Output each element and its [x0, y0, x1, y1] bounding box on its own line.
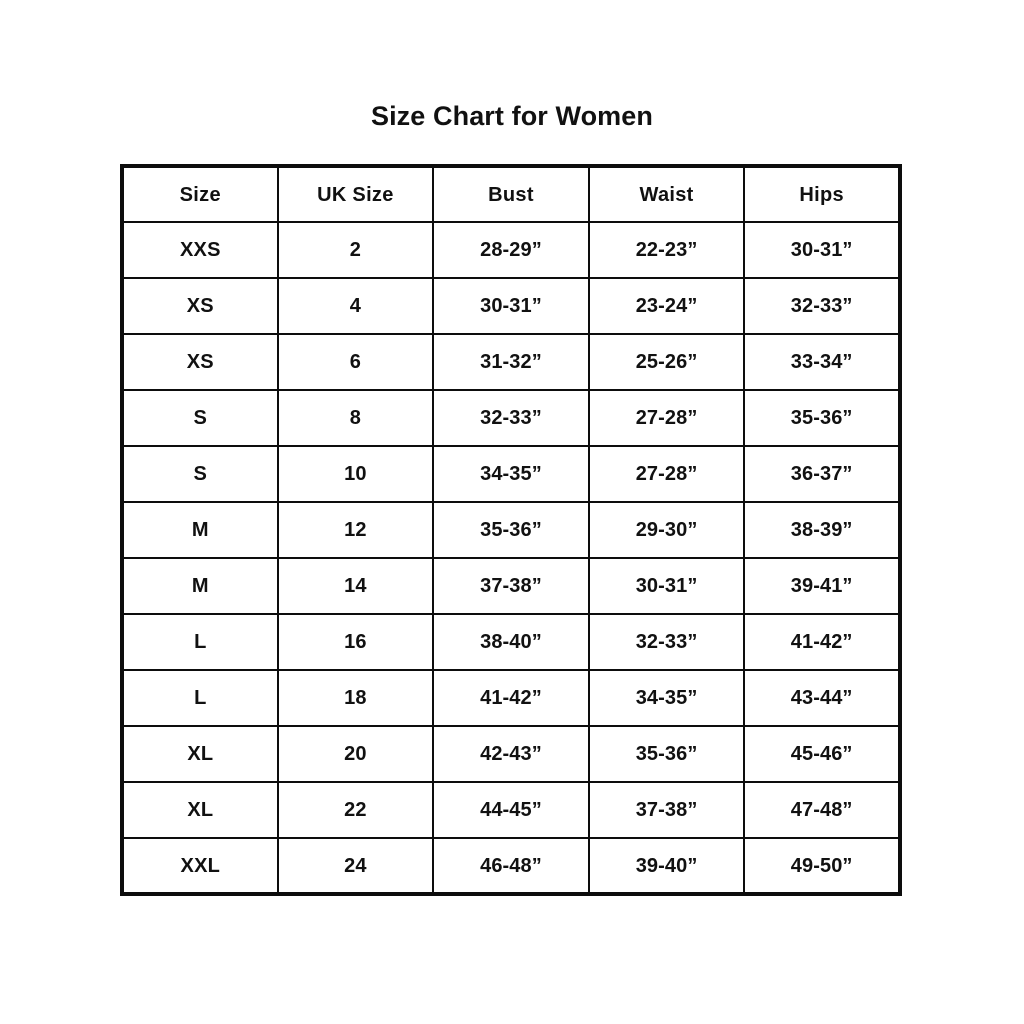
cell-uk-size: 12	[276, 501, 435, 559]
cell-waist: 39-40”	[587, 837, 746, 895]
cell-waist: 32-33”	[587, 613, 746, 671]
cell-size: XL	[121, 725, 279, 783]
cell-size: M	[121, 557, 279, 615]
cell-hips: 33-34”	[743, 333, 901, 391]
cell-size: XXL	[121, 837, 279, 895]
cell-waist: 37-38”	[587, 781, 746, 839]
cell-uk-size: 24	[276, 837, 435, 895]
cell-waist: 29-30”	[587, 501, 746, 559]
column-header-bust: Bust	[432, 165, 590, 223]
column-header-hips: Hips	[743, 165, 901, 223]
table-header-row: Size UK Size Bust Waist Hips	[121, 165, 901, 223]
table-row: L 16 38-40” 32-33” 41-42”	[121, 613, 901, 671]
cell-hips: 47-48”	[743, 781, 901, 839]
table-body: XXS 2 28-29” 22-23” 30-31” XS 4 30-31” 23-24” 32-…	[121, 221, 901, 895]
cell-size: L	[121, 613, 279, 671]
table-row: XL 22 44-45” 37-38” 47-48”	[121, 781, 901, 839]
table-row: M 12 35-36” 29-30” 38-39”	[121, 501, 901, 559]
cell-waist: 27-28”	[587, 445, 746, 503]
size-chart-table: Size UK Size Bust Waist Hips XXS 2 28-29” 2…	[120, 164, 902, 896]
table-row: XXS 2 28-29” 22-23” 30-31”	[121, 221, 901, 279]
cell-waist: 27-28”	[587, 389, 746, 447]
cell-uk-size: 4	[276, 277, 435, 335]
cell-size: S	[121, 445, 279, 503]
cell-bust: 37-38”	[432, 557, 590, 615]
size-table-container: Size UK Size Bust Waist Hips XXS 2 28-29” 2…	[120, 164, 902, 896]
cell-bust: 35-36”	[432, 501, 590, 559]
cell-waist: 30-31”	[587, 557, 746, 615]
cell-bust: 32-33”	[432, 389, 590, 447]
cell-uk-size: 18	[276, 669, 435, 727]
cell-hips: 49-50”	[743, 837, 901, 895]
cell-size: XS	[121, 333, 279, 391]
cell-uk-size: 8	[276, 389, 435, 447]
cell-size: L	[121, 669, 279, 727]
cell-bust: 38-40”	[432, 613, 590, 671]
cell-bust: 46-48”	[432, 837, 590, 895]
cell-uk-size: 16	[276, 613, 435, 671]
column-header-size: Size	[121, 165, 279, 223]
cell-bust: 41-42”	[432, 669, 590, 727]
cell-hips: 43-44”	[743, 669, 901, 727]
cell-bust: 34-35”	[432, 445, 590, 503]
cell-uk-size: 10	[276, 445, 435, 503]
cell-bust: 42-43”	[432, 725, 590, 783]
table-row: M 14 37-38” 30-31” 39-41”	[121, 557, 901, 615]
cell-bust: 44-45”	[432, 781, 590, 839]
table-row: S 8 32-33” 27-28” 35-36”	[121, 389, 901, 447]
cell-hips: 32-33”	[743, 277, 901, 335]
cell-hips: 41-42”	[743, 613, 901, 671]
table-header: Size UK Size Bust Waist Hips	[121, 165, 901, 223]
cell-bust: 28-29”	[432, 221, 590, 279]
cell-size: XL	[121, 781, 279, 839]
column-header-waist: Waist	[587, 165, 746, 223]
cell-hips: 45-46”	[743, 725, 901, 783]
cell-uk-size: 20	[276, 725, 435, 783]
cell-uk-size: 6	[276, 333, 435, 391]
cell-hips: 38-39”	[743, 501, 901, 559]
cell-hips: 35-36”	[743, 389, 901, 447]
cell-waist: 25-26”	[587, 333, 746, 391]
table-row: XXL 24 46-48” 39-40” 49-50”	[121, 837, 901, 895]
page-title: Size Chart for Women	[370, 101, 654, 131]
table-row: XL 20 42-43” 35-36” 45-46”	[121, 725, 901, 783]
cell-size: XXS	[121, 221, 279, 279]
column-header-uk-size: UK Size	[276, 165, 435, 223]
cell-waist: 35-36”	[587, 725, 746, 783]
cell-uk-size: 14	[276, 557, 435, 615]
cell-uk-size: 22	[276, 781, 435, 839]
cell-size: S	[121, 389, 279, 447]
cell-hips: 30-31”	[743, 221, 901, 279]
table-row: XS 4 30-31” 23-24” 32-33”	[121, 277, 901, 335]
cell-hips: 39-41”	[743, 557, 901, 615]
table-row: L 18 41-42” 34-35” 43-44”	[121, 669, 901, 727]
cell-hips: 36-37”	[743, 445, 901, 503]
cell-uk-size: 2	[276, 221, 435, 279]
table-row: S 10 34-35” 27-28” 36-37”	[121, 445, 901, 503]
cell-bust: 31-32”	[432, 333, 590, 391]
cell-waist: 23-24”	[587, 277, 746, 335]
cell-bust: 30-31”	[432, 277, 590, 335]
cell-waist: 34-35”	[587, 669, 746, 727]
cell-size: XS	[121, 277, 279, 335]
cell-size: M	[121, 501, 279, 559]
table-row: XS 6 31-32” 25-26” 33-34”	[121, 333, 901, 391]
cell-waist: 22-23”	[587, 221, 746, 279]
